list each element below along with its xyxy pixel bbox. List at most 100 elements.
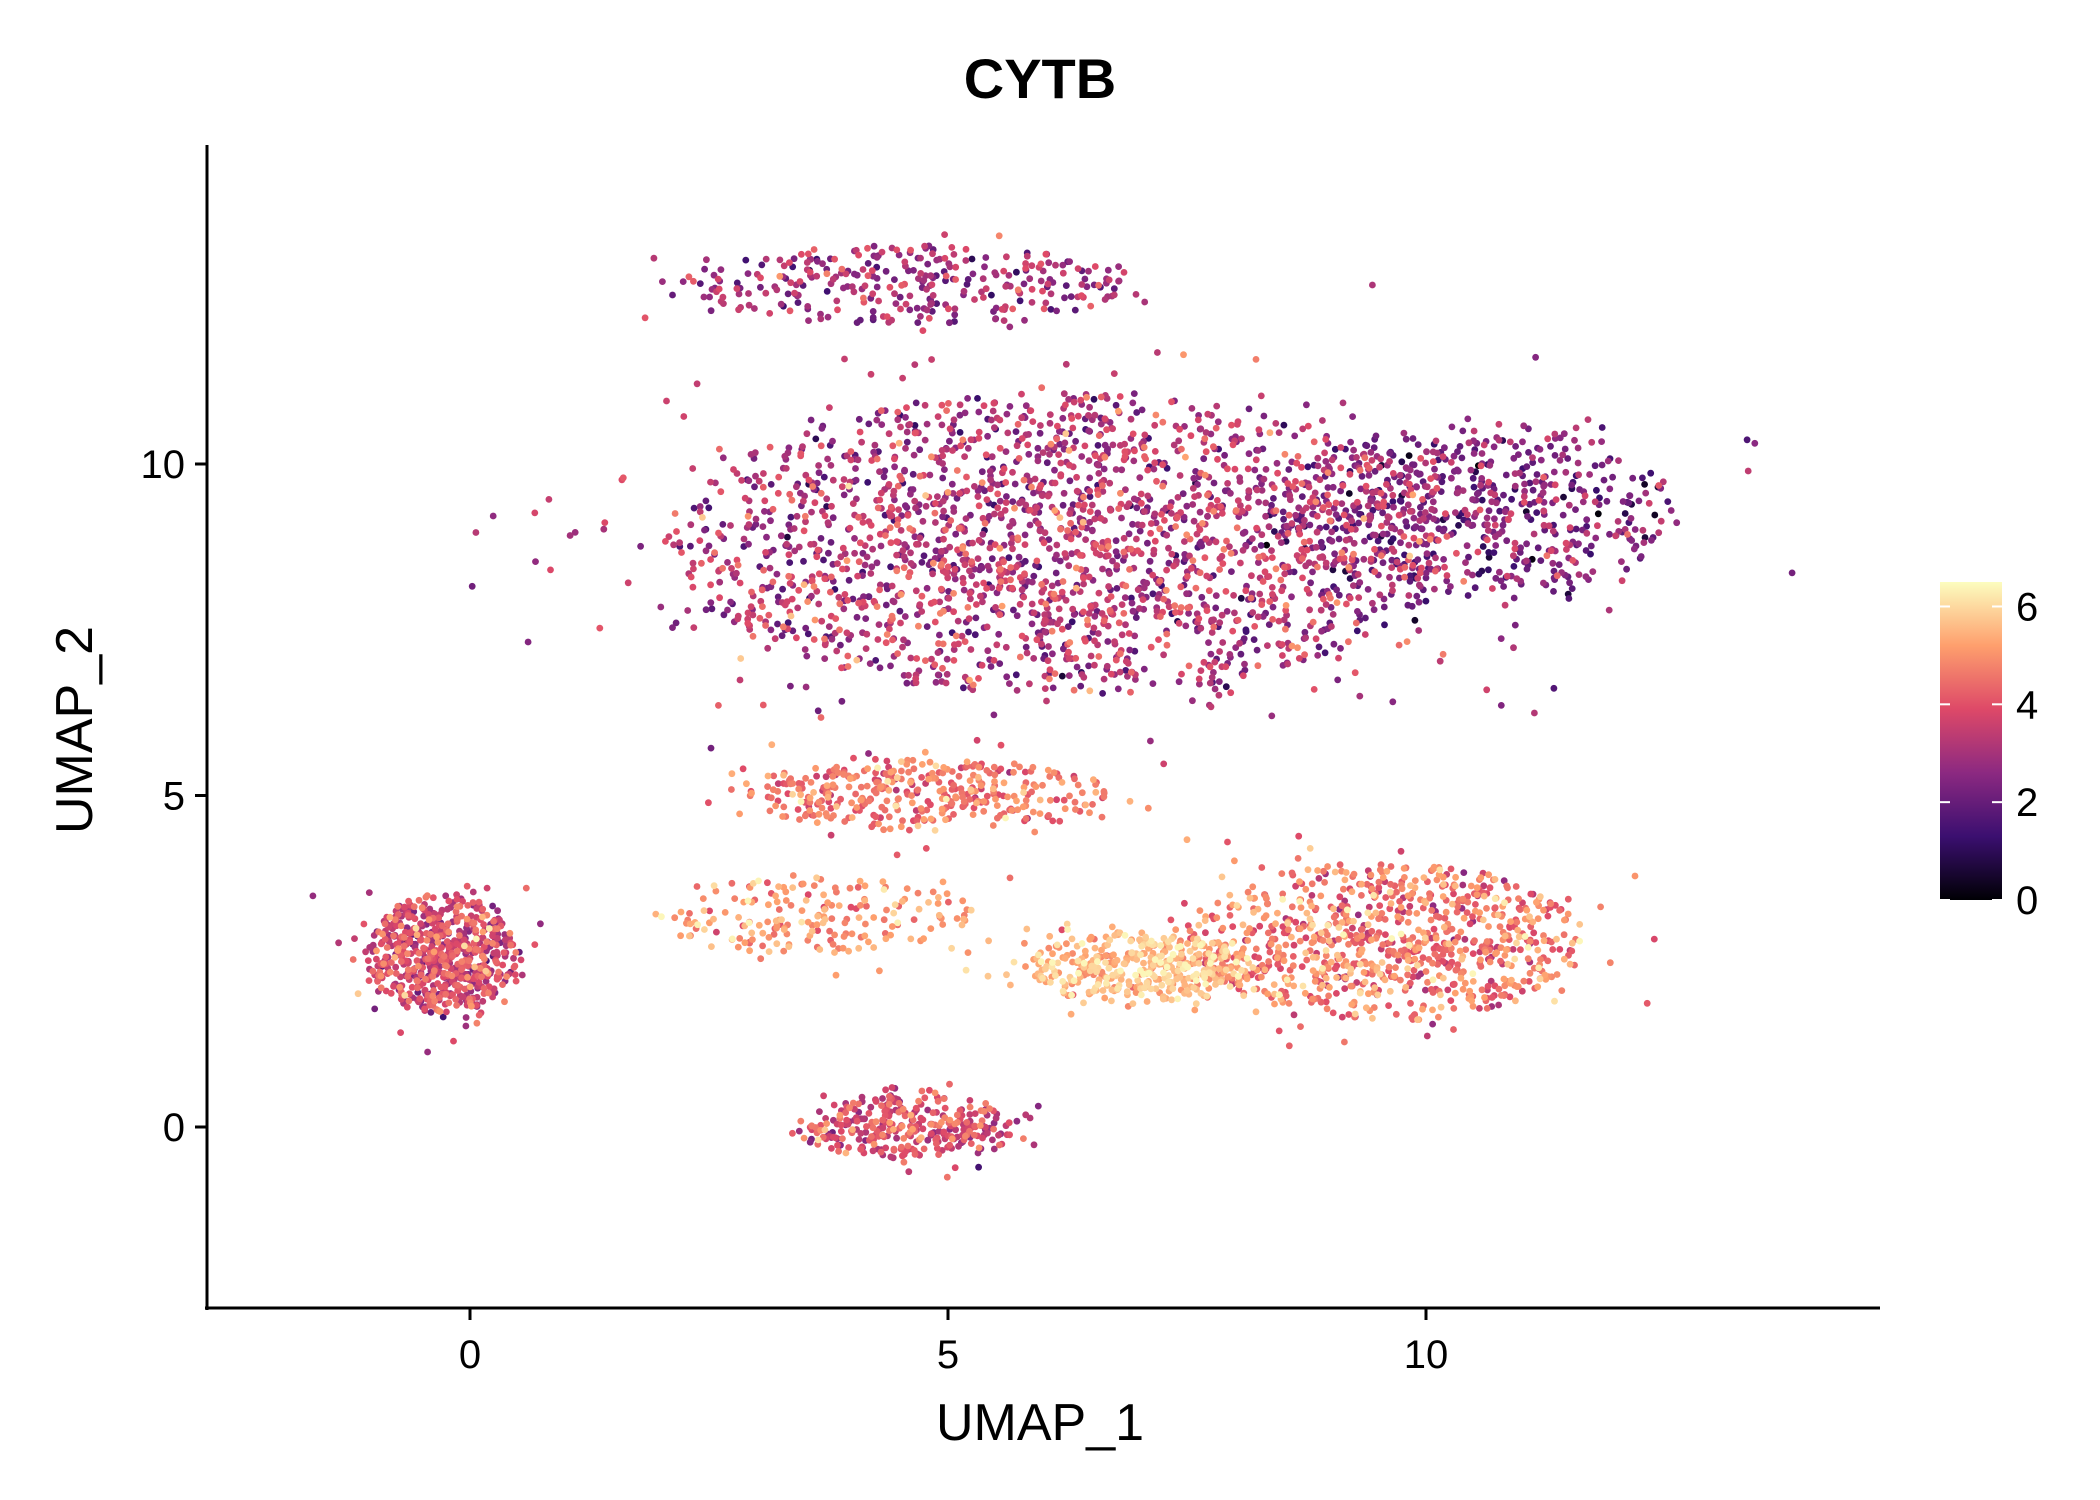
scatter-point <box>804 891 812 899</box>
scatter-point <box>1097 515 1105 522</box>
scatter-point <box>1002 499 1010 506</box>
scatter-point <box>1321 449 1328 457</box>
scatter-point <box>950 608 957 616</box>
scatter-point <box>479 905 487 913</box>
scatter-point <box>1511 482 1519 490</box>
scatter-point <box>1429 1020 1436 1028</box>
scatter-point <box>841 919 849 927</box>
scatter-point <box>1000 465 1008 473</box>
scatter-point <box>1271 528 1278 535</box>
scatter-point <box>1028 620 1036 628</box>
scatter-point <box>492 958 500 966</box>
scatter-point <box>855 1100 862 1108</box>
scatter-point <box>1012 563 1020 571</box>
scatter-point <box>807 416 815 424</box>
scatter-point <box>747 603 755 610</box>
scatter-point <box>1369 599 1376 607</box>
scatter-point <box>1210 623 1218 631</box>
scatter-point <box>828 635 836 643</box>
scatter-point <box>1173 513 1181 521</box>
scatter-point <box>1170 562 1177 570</box>
scatter-point <box>1419 496 1426 503</box>
scatter-point <box>805 476 813 484</box>
scatter-point <box>445 928 453 936</box>
scatter-point <box>1286 492 1294 500</box>
scatter-point <box>791 547 799 555</box>
scatter-point <box>1606 530 1613 538</box>
scatter-point <box>1136 527 1144 535</box>
scatter-point <box>690 624 698 631</box>
scatter-point <box>1245 504 1252 512</box>
scatter-point <box>1268 584 1276 591</box>
scatter-point <box>1376 902 1384 909</box>
scatter-point <box>1454 961 1462 969</box>
scatter-point <box>445 999 453 1007</box>
scatter-point <box>829 476 837 484</box>
scatter-point <box>1406 480 1413 488</box>
scatter-point <box>1280 515 1287 523</box>
scatter-point <box>731 895 739 902</box>
scatter-point <box>800 527 808 535</box>
scatter-point <box>891 463 898 471</box>
scatter-point <box>916 534 924 542</box>
scatter-point <box>1064 527 1071 534</box>
scatter-point <box>1196 526 1204 534</box>
scatter-point <box>801 512 809 520</box>
scatter-point <box>1421 509 1429 516</box>
scatter-point <box>1253 486 1261 494</box>
scatter-point <box>833 763 840 771</box>
scatter-point <box>1503 572 1511 580</box>
scatter-point <box>1289 962 1297 970</box>
scatter-point <box>1095 432 1103 439</box>
scatter-point <box>1227 550 1235 557</box>
scatter-point <box>1224 838 1231 846</box>
scatter-point <box>1251 545 1259 553</box>
scatter-point <box>1100 788 1108 795</box>
scatter-point <box>1447 997 1455 1004</box>
scatter-point <box>462 1014 470 1021</box>
scatter-point <box>693 883 701 890</box>
scatter-point <box>1226 651 1234 658</box>
scatter-point <box>1086 487 1094 495</box>
scatter-point <box>926 1086 933 1094</box>
scatter-point <box>860 294 867 302</box>
scatter-point <box>1085 412 1092 419</box>
scatter-point <box>757 955 765 963</box>
scatter-point <box>1132 291 1140 298</box>
scatter-point <box>1507 510 1515 518</box>
scatter-point <box>1133 504 1141 512</box>
scatter-point <box>785 551 793 559</box>
scatter-point <box>1022 797 1030 804</box>
scatter-point <box>445 943 452 951</box>
scatter-point <box>1485 554 1493 561</box>
scatter-point <box>889 442 897 450</box>
scatter-point <box>1014 420 1022 428</box>
scatter-point <box>1083 393 1090 401</box>
scatter-point <box>1116 668 1124 676</box>
scatter-point <box>714 275 722 283</box>
scatter-point <box>758 261 766 269</box>
scatter-point <box>828 502 835 510</box>
scatter-point <box>1544 435 1552 443</box>
scatter-point <box>1321 879 1328 886</box>
scatter-point <box>1023 252 1031 260</box>
scatter-point <box>1540 932 1547 939</box>
scatter-point <box>711 549 718 556</box>
scatter-point <box>501 998 508 1006</box>
scatter-point <box>1361 454 1369 462</box>
scatter-point <box>917 254 924 262</box>
scatter-point <box>1181 423 1188 430</box>
scatter-point <box>1107 670 1115 678</box>
scatter-point <box>864 272 872 280</box>
scatter-point <box>1392 1010 1400 1018</box>
scatter-point <box>980 294 987 301</box>
scatter-point <box>893 246 901 254</box>
scatter-point <box>761 497 769 505</box>
scatter-point <box>929 1109 937 1117</box>
scatter-point <box>1088 501 1096 509</box>
scatter-point <box>1306 521 1314 529</box>
scatter-point <box>1002 283 1010 290</box>
scatter-point <box>979 598 986 606</box>
scatter-point <box>365 889 373 896</box>
scatter-point <box>831 931 838 939</box>
